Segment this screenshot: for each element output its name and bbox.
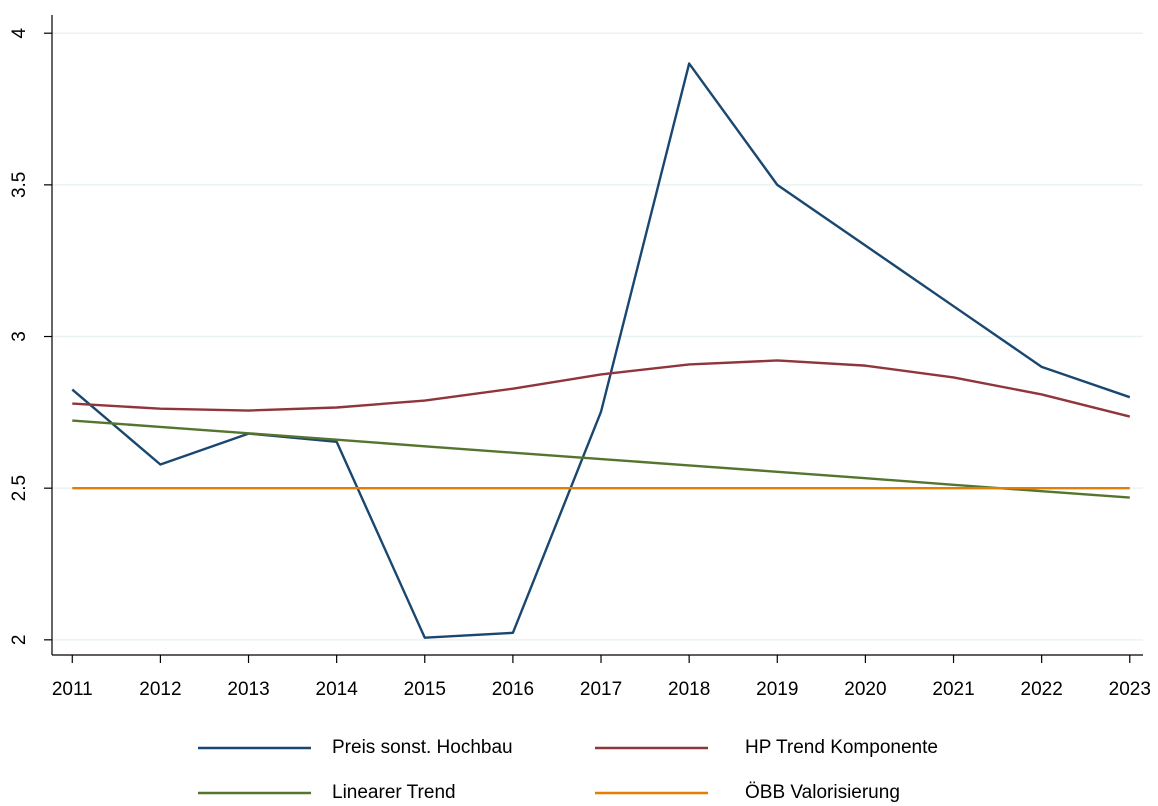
y-tick-label: 4 (9, 27, 30, 38)
x-tick-label: 2017 (580, 679, 622, 700)
y-tick-label: 3.5 (9, 172, 30, 198)
legend-label: ÖBB Valorisierung (745, 782, 900, 803)
series-line (72, 359, 1131, 418)
x-tick-label: 2014 (316, 679, 359, 700)
x-tick-label: 2015 (404, 679, 446, 700)
series-line (72, 419, 1130, 499)
legend-label: Preis sonst. Hochbau (332, 737, 513, 758)
y-tick-label: 2.5 (9, 475, 30, 501)
x-tick-label: 2021 (932, 679, 974, 700)
y-tick-label: 3 (9, 331, 30, 342)
x-tick-label: 2013 (227, 679, 269, 700)
x-tick-label: 2016 (492, 679, 534, 700)
x-tick-label: 2018 (668, 679, 710, 700)
x-tick-label: 2022 (1021, 679, 1063, 700)
x-tick-label: 2023 (1109, 679, 1151, 700)
y-tick-label: 2 (9, 635, 30, 646)
legend-label: Linearer Trend (332, 782, 456, 803)
series-line (71, 62, 1131, 639)
x-tick-label: 2019 (756, 679, 798, 700)
legend-label: HP Trend Komponente (745, 737, 938, 758)
x-tick-label: 2020 (844, 679, 886, 700)
x-tick-label: 2011 (52, 679, 93, 700)
x-tick-label: 2012 (139, 679, 181, 700)
